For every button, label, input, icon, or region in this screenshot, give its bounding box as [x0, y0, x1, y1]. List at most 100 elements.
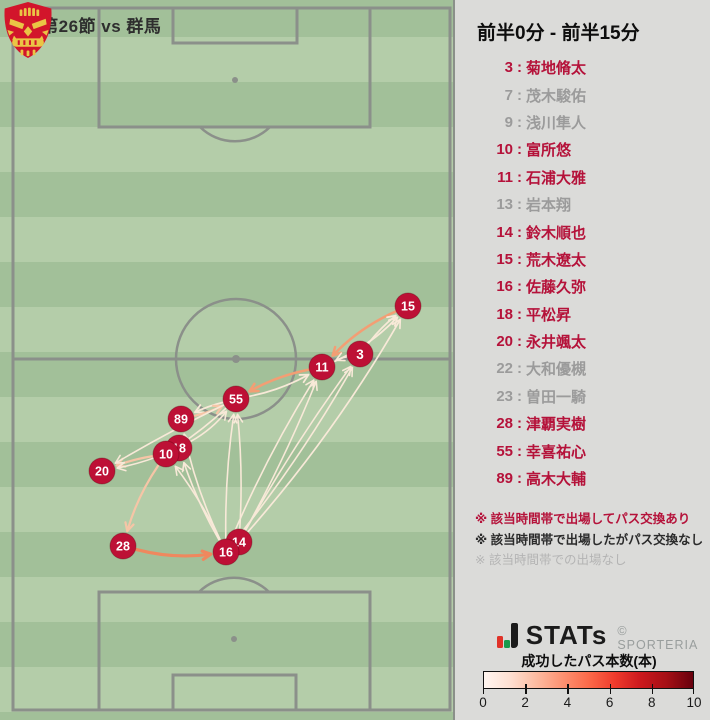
player-number: 28: [496, 415, 513, 433]
player-name: 富所悠: [526, 142, 572, 160]
colorbar-tick-label: 6: [605, 695, 614, 710]
player-node: 28: [109, 532, 137, 560]
player-list-item: 10: 富所悠: [485, 136, 586, 163]
player-node: 10: [152, 440, 180, 468]
penalty-arc-bottom: [198, 576, 270, 593]
penalty-spot-bottom: [231, 636, 237, 642]
player-node-number: 11: [315, 361, 328, 375]
goal-box-top: [171, 6, 299, 45]
team-crest-icon: [4, 2, 52, 58]
player-node-circle: [308, 353, 336, 381]
pass-arrow: [244, 380, 318, 531]
pass-arrow: [183, 461, 220, 541]
pass-edges: [114, 310, 402, 561]
pass-arrowhead: [308, 380, 318, 392]
player-name: 浅川隼人: [526, 114, 587, 132]
player-list-item: 7: 茂木駿佑: [485, 81, 586, 108]
pass-arrow: [236, 413, 242, 529]
pass-arrowhead: [298, 373, 310, 384]
player-number: 55: [496, 442, 513, 460]
player-list-item: 55: 幸喜祐心: [485, 437, 586, 464]
player-list-item: 23: 曽田一騎: [485, 383, 586, 410]
pass-arrow: [233, 366, 354, 542]
player-node-circle: [212, 538, 240, 566]
colorbar-tick-label: 2: [521, 695, 529, 710]
colorbar-tick-label: 8: [648, 695, 656, 710]
colorbar-label: 成功したパス本数(本): [521, 653, 657, 669]
player-node-number: 20: [95, 465, 109, 479]
player-node-circle: [167, 405, 195, 433]
pass-arrow: [245, 365, 352, 531]
colorbar-tick-label: 10: [686, 695, 702, 710]
player-node-number: 3: [356, 347, 364, 362]
pitch: 15 3 11 55 89 18 10 20 28 14 16 J3 第26節 vs 群馬: [0, 0, 453, 720]
player-list-item: 15: 荒木遼太: [485, 246, 586, 273]
branding: STATs © SPORTERIA: [497, 618, 710, 652]
pass-arrow: [126, 464, 160, 533]
player-name: 高木大輔: [526, 471, 587, 489]
player-name: 石浦大雅: [526, 169, 587, 187]
stats-logo-icon: [497, 622, 519, 648]
player-name: 鈴木順也: [526, 224, 587, 242]
stats-panel: 前半0分 - 前半15分 3: 菊地脩太 7: 茂木駿佑 9: 浅川隼人 10: 富所悠 11:…: [453, 0, 710, 720]
legend-note: ※ 該当時間帯で出場してパス交換あり: [475, 512, 691, 526]
player-node-number: 28: [116, 540, 130, 554]
colorbar-tick-label: 4: [563, 695, 572, 710]
period-title: 前半0分 - 前半15分: [477, 23, 640, 44]
player-name: 大和優槻: [526, 361, 587, 379]
player-number: 14: [496, 223, 513, 241]
copyright-text: © SPORTERIA: [617, 624, 699, 652]
player-node-circle: [152, 440, 180, 468]
player-list-item: 16: 佐藤久弥: [485, 273, 586, 300]
pass-arrow: [224, 413, 235, 539]
player-name: 永井颯太: [526, 334, 587, 352]
player-name: 岩本翔: [526, 197, 572, 215]
player-number: 9: [504, 113, 513, 131]
player-node: 20: [88, 457, 116, 485]
player-node: 55: [222, 385, 250, 413]
match-title: J3 第26節 vs 群馬: [16, 17, 162, 36]
player-node-number: 15: [401, 300, 415, 314]
pass-arrow: [248, 373, 310, 398]
player-number: 13: [496, 196, 513, 214]
pass-arrowhead: [344, 366, 354, 378]
pass-arrowhead: [248, 382, 260, 393]
player-node-circle: [222, 385, 250, 413]
pass-arrowhead: [335, 352, 346, 362]
pass-arrowhead: [114, 454, 126, 464]
player-name: 荒木遼太: [526, 251, 587, 269]
player-name: 佐藤久弥: [526, 279, 587, 297]
player-list-item: 14: 鈴木順也: [485, 218, 586, 245]
player-node: 3: [346, 340, 374, 368]
player-name: 茂木駿佑: [526, 87, 587, 105]
player-number: 10: [496, 141, 513, 159]
player-name: 幸喜祐心: [526, 443, 587, 461]
pass-arrow: [114, 404, 225, 464]
legend-notes: ※ 該当時間帯で出場してパス交換あり ※ 該当時間帯で出場したがパス交換なし ※ 該…: [475, 508, 703, 570]
player-list-item: 22: 大和優槻: [485, 355, 586, 382]
pass-arrowhead: [305, 379, 315, 390]
pass-arrow: [367, 314, 397, 344]
player-list: 3: 菊地脩太 7: 茂木駿佑 9: 浅川隼人 10: 富所悠 11: 石浦大雅 13: 岩本翔 14:…: [485, 54, 586, 492]
player-name: 平松昇: [526, 306, 572, 324]
pass-arrowhead: [116, 461, 127, 472]
pass-arrowhead: [227, 413, 238, 424]
player-node-circle: [109, 532, 137, 560]
pass-arrowhead: [174, 465, 185, 477]
player-list-item: 3: 菊地脩太: [485, 54, 586, 81]
pass-arrowhead: [217, 410, 228, 421]
pass-arrow: [115, 455, 154, 467]
player-node-number: 16: [219, 546, 233, 560]
colorbar-tick-label: 0: [479, 695, 487, 710]
player-name: 曽田一騎: [526, 388, 587, 406]
player-node-circle: [394, 292, 422, 320]
pitch-markings: [11, 6, 452, 712]
pass-arrow: [230, 379, 315, 540]
player-list-item: 20: 永井颯太: [485, 328, 586, 355]
player-list-item: 11: 石浦大雅: [485, 164, 586, 191]
pass-arrowhead: [194, 404, 205, 414]
pass-arrow: [190, 410, 228, 442]
colorbar-tick-labels: 0 2 4 6 8 10: [479, 695, 701, 711]
